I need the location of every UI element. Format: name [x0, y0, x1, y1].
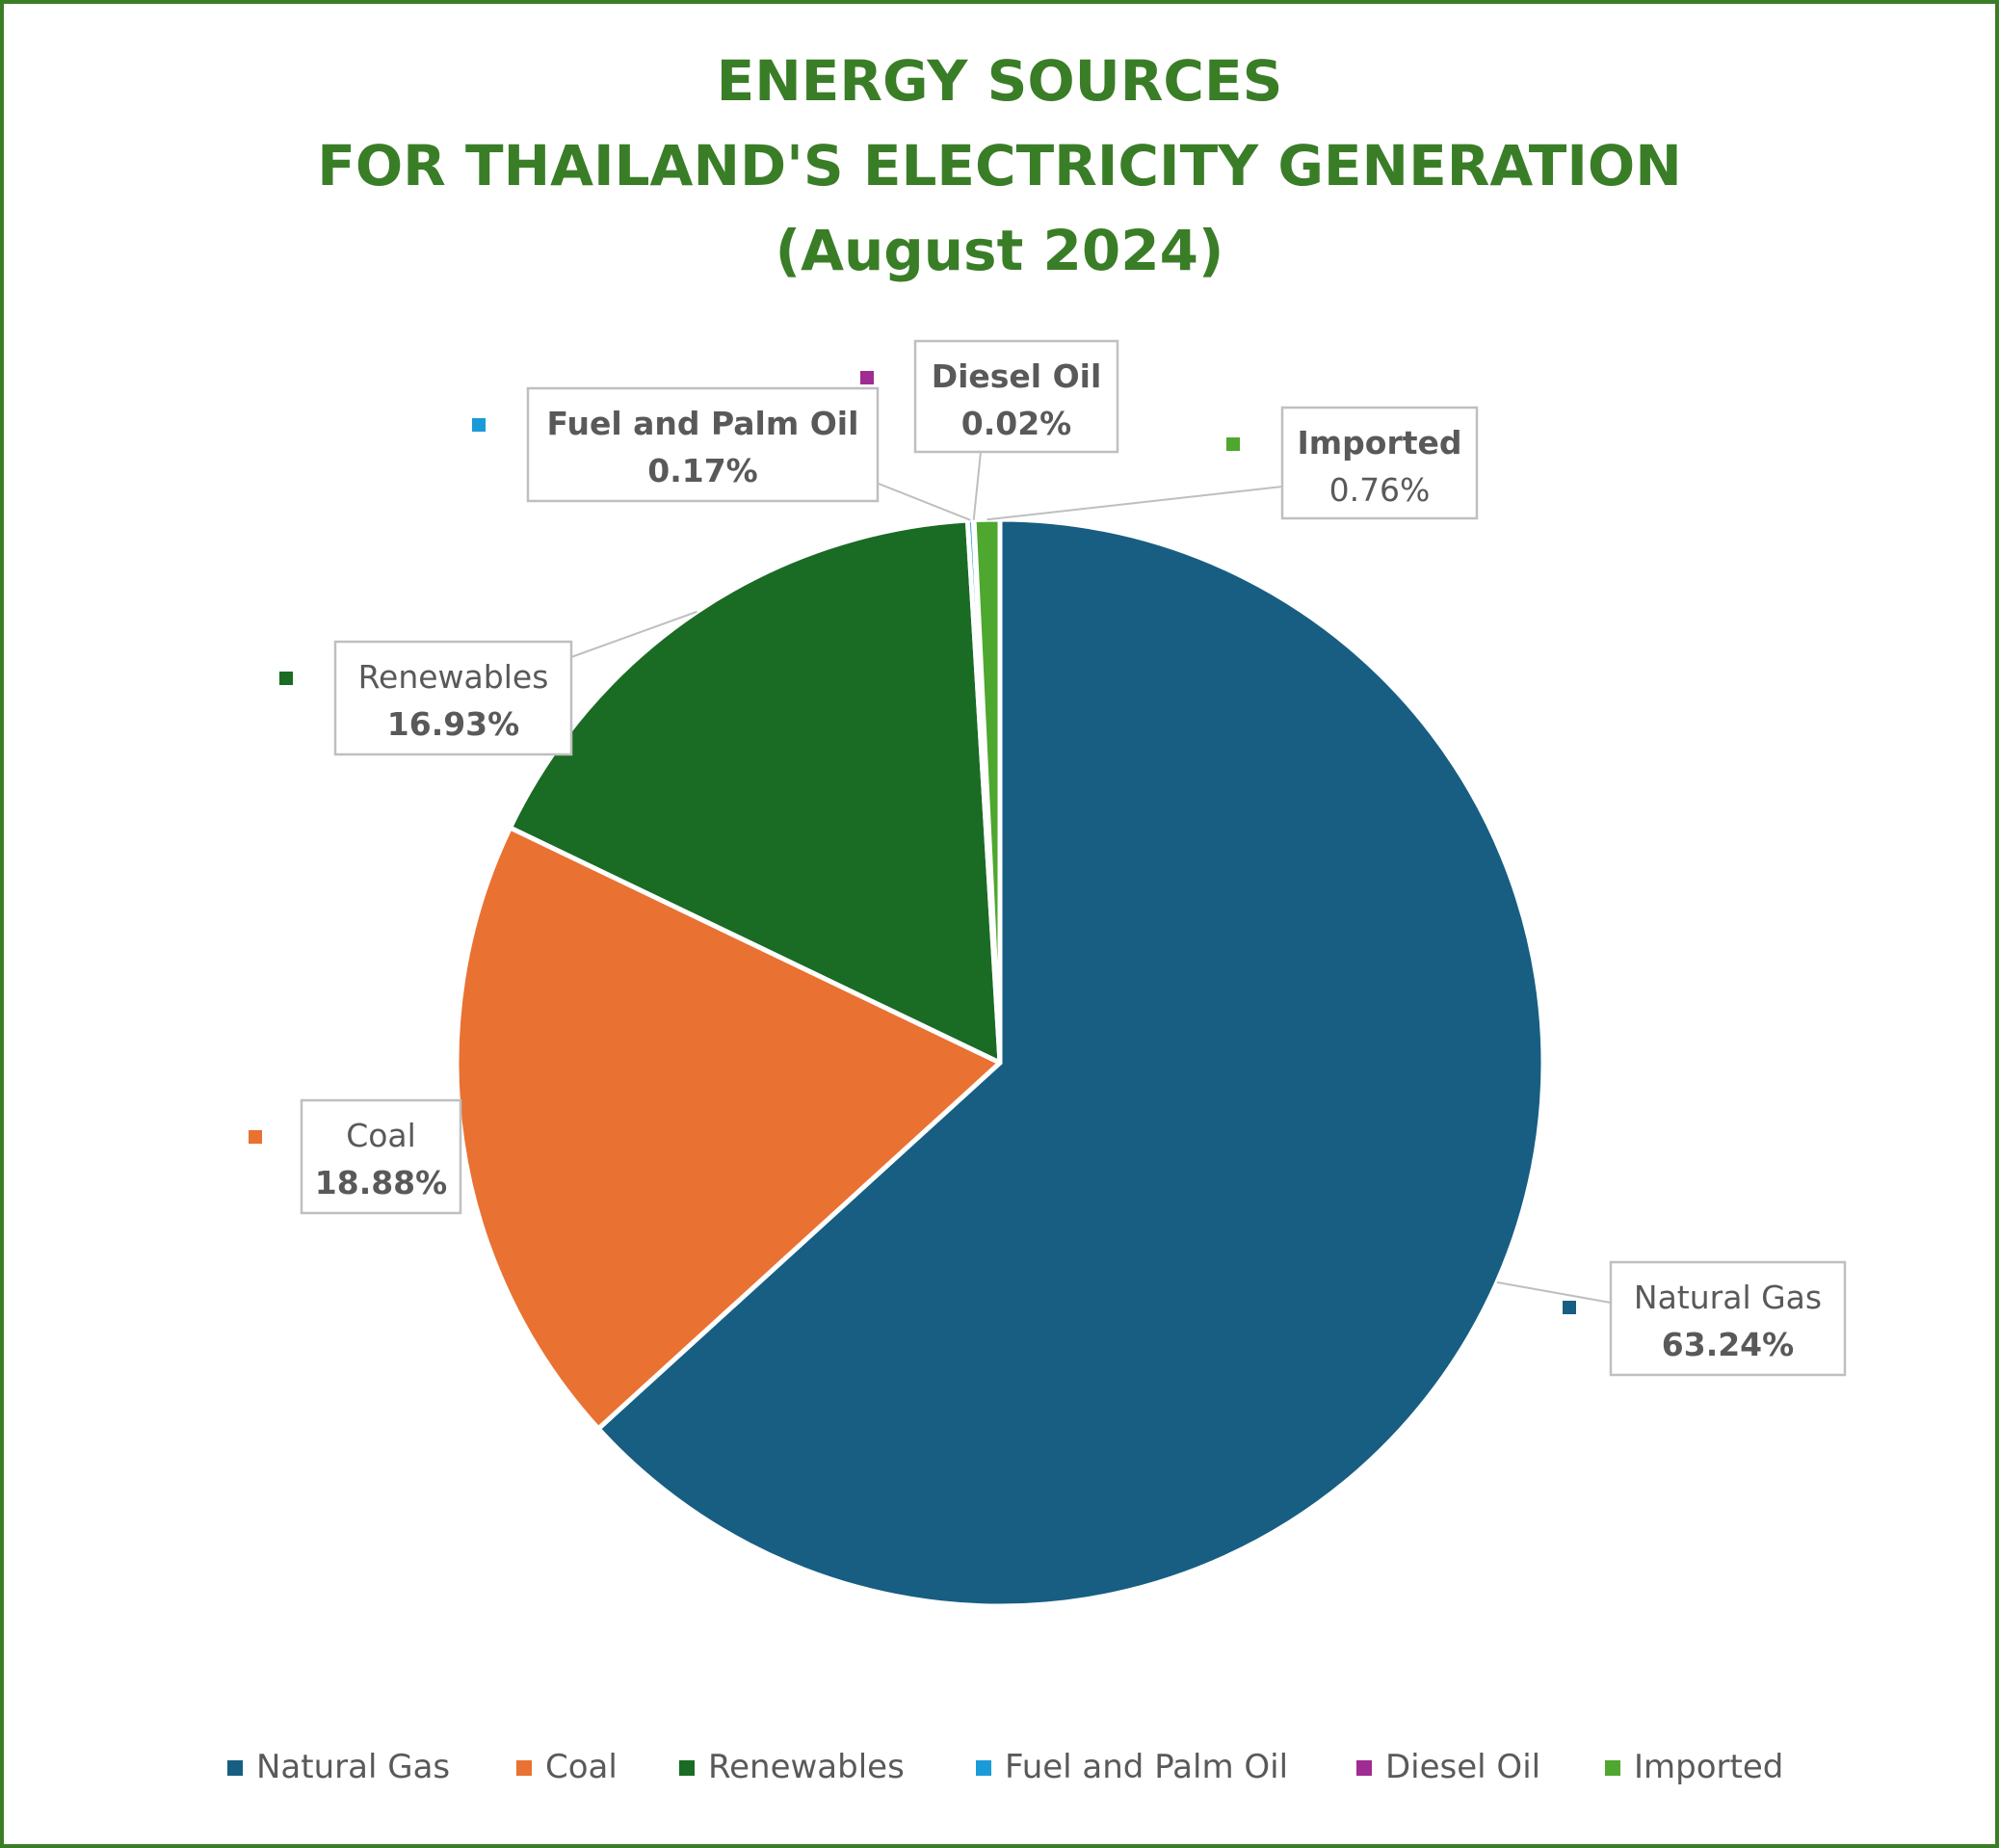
legend-label-coal: Coal — [545, 1748, 618, 1786]
callout-value-diesel-oil: 0.02% — [961, 405, 1072, 442]
callout-name-fuel-and-palm-oil: Fuel and Palm Oil — [547, 405, 859, 442]
callout-value-fuel-and-palm-oil: 0.17% — [647, 452, 758, 489]
callout-value-imported: 0.76% — [1329, 471, 1431, 509]
pie-slice-coal — [454, 825, 1003, 1432]
legend-key-diesel-oil — [1356, 1760, 1372, 1776]
callout-key-renewables — [279, 672, 293, 685]
callout-name-renewables: Renewables — [358, 658, 549, 696]
callout-name-diesel-oil: Diesel Oil — [932, 357, 1102, 395]
callout-box-imported — [1280, 406, 1479, 520]
callout-box-coal — [300, 1098, 462, 1215]
data-label-callouts: Natural Gas 63.24% Coal 18.88% Renewables 16.… — [249, 339, 1847, 1377]
legend-key-renewables — [679, 1760, 695, 1776]
callout-box-diesel-oil — [913, 339, 1119, 454]
chart-title: ENERGY SOURCES FOR THAILAND'S ELECTRICIT… — [0, 39, 1999, 293]
callout-value-renewables: 16.93% — [387, 705, 519, 743]
legend-label-renewables: Renewables — [708, 1748, 905, 1786]
callout-box-renewables — [333, 640, 573, 756]
callout-box-natural-gas — [1609, 1260, 1847, 1377]
callout-key-fuel-and-palm-oil — [472, 418, 486, 432]
callout-value-coal: 18.88% — [315, 1164, 447, 1201]
chart-title-line-1: ENERGY SOURCES — [716, 48, 1283, 114]
leader-line-diesel-oil — [972, 451, 982, 520]
legend-key-natural-gas — [227, 1760, 243, 1776]
legend-label-diesel-oil: Diesel Oil — [1385, 1748, 1540, 1786]
callout-key-imported — [1226, 437, 1240, 451]
chart-title-line-3: (August 2024) — [775, 218, 1224, 283]
leader-line-natural-gas — [1496, 1280, 1612, 1304]
chart-legend: Natural Gas Coal Renewables Fuel and Palm O… — [227, 1748, 1783, 1786]
leader-line-renewables — [570, 610, 697, 658]
callout-key-coal — [249, 1130, 262, 1144]
callout-name-imported: Imported — [1297, 424, 1461, 462]
pie-slices — [454, 516, 1546, 1609]
legend-label-fuel-and-palm-oil: Fuel and Palm Oil — [1005, 1748, 1288, 1786]
callout-box-fuel-and-palm-oil — [526, 386, 880, 503]
legend-label-imported: Imported — [1634, 1748, 1783, 1786]
callout-value-natural-gas: 63.24% — [1662, 1326, 1794, 1363]
callout-name-natural-gas: Natural Gas — [1634, 1279, 1822, 1316]
leader-line-imported — [986, 485, 1283, 521]
chart-title-line-2: FOR THAILAND'S ELECTRICITY GENERATION — [317, 133, 1682, 198]
legend-key-fuel-and-palm-oil — [976, 1760, 991, 1776]
legend-key-imported — [1605, 1760, 1620, 1776]
leader-line-fuel-and-palm-oil — [872, 445, 971, 521]
legend-label-natural-gas: Natural Gas — [256, 1748, 450, 1786]
callout-key-natural-gas — [1563, 1301, 1576, 1314]
callout-name-coal: Coal — [346, 1117, 416, 1154]
callout-key-diesel-oil — [860, 371, 874, 384]
legend-key-coal — [516, 1760, 532, 1776]
